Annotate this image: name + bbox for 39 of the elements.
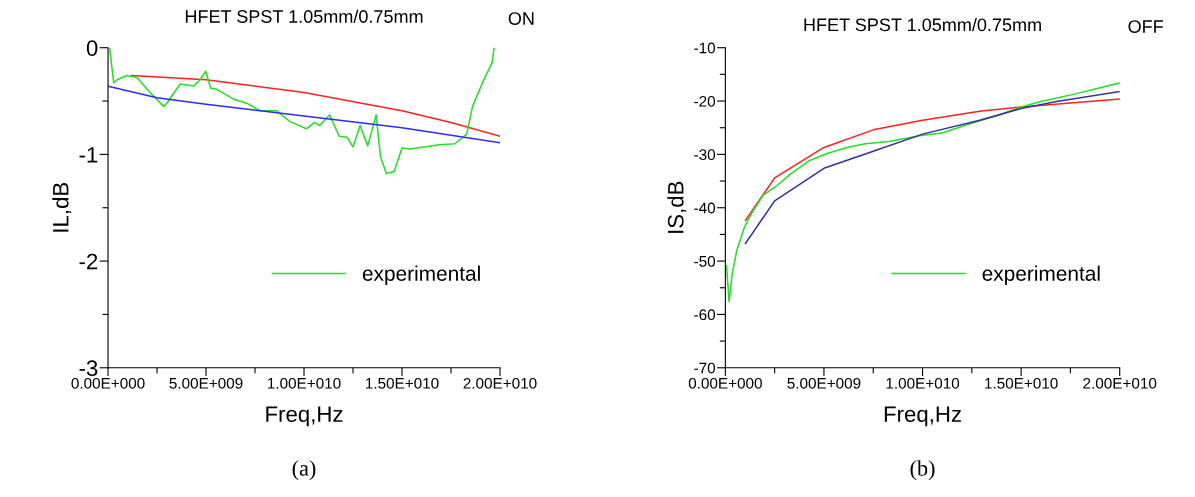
x-tick-label: 2.00E+010 — [1083, 377, 1157, 389]
line-series — [130, 74, 500, 138]
x-tick-label: 1.50E+010 — [985, 377, 1058, 389]
x-axis-title: Freq,Hz — [884, 406, 961, 427]
line-series — [725, 82, 1120, 303]
x-tick-label: 1.50E+010 — [366, 377, 439, 389]
line-series — [108, 47, 495, 175]
y-tick-label: -30 — [694, 149, 716, 161]
x-tick-label: 5.00E+009 — [787, 377, 861, 389]
x-tick-label: 5.00E+009 — [169, 377, 243, 389]
x-tick-label: 1.00E+010 — [268, 377, 341, 389]
x-tick-label: 1.00E+010 — [886, 377, 960, 389]
y-tick-label: 0 — [86, 40, 98, 56]
x-axis-title: Freq,Hz — [266, 406, 343, 427]
y-tick-label: -40 — [694, 202, 716, 214]
x-tick-label: 2.00E+010 — [463, 377, 537, 389]
text: (a) — [292, 460, 316, 481]
y-tick-label: -60 — [694, 309, 716, 321]
text: OFF — [1128, 20, 1163, 33]
x-tick-label: 0.00E+000 — [71, 377, 145, 389]
y-tick-label: -2 — [79, 253, 98, 270]
legend-label: experimental — [982, 265, 1100, 286]
line-series — [744, 90, 1120, 245]
y-axis-title: IS,dB — [667, 181, 687, 233]
line-series — [108, 85, 500, 144]
y-tick-label: -20 — [694, 95, 716, 107]
legend-label: experimental — [362, 265, 480, 286]
line-series — [744, 98, 1120, 222]
y-tick-label: -1 — [79, 147, 98, 163]
y-axis-title: IL,dB — [52, 182, 72, 232]
y-tick-label: -70 — [694, 362, 716, 374]
y-tick-label: -3 — [79, 360, 98, 377]
x-tick-label: 0.00E+000 — [688, 377, 762, 389]
y-tick-label: -10 — [694, 42, 716, 54]
text: (b) — [910, 460, 935, 481]
chart-title: HFET SPST 1.05mm/0.75mm — [804, 17, 1041, 32]
chart-title: HFET SPST 1.05mm/0.75mm — [185, 9, 423, 23]
text: ON — [508, 12, 534, 25]
y-tick-label: -50 — [694, 255, 716, 267]
